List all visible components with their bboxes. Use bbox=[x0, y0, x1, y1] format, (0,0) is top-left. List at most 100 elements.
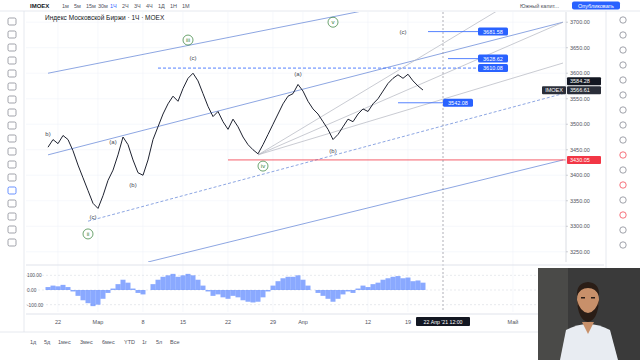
tool-icon[interactable] bbox=[8, 31, 16, 38]
side-icon[interactable] bbox=[620, 182, 626, 188]
grid-line bbox=[303, 12, 304, 312]
y-tick-label: 3250.00 bbox=[570, 249, 590, 255]
y-tick bbox=[566, 22, 568, 23]
side-icon[interactable] bbox=[620, 77, 626, 83]
range-button[interactable]: 5л bbox=[156, 339, 162, 345]
interval-button[interactable]: 15м bbox=[86, 3, 96, 9]
side-icon[interactable] bbox=[620, 122, 626, 128]
interval-button[interactable]: 1Д bbox=[158, 3, 165, 9]
tool-icon[interactable] bbox=[8, 109, 16, 116]
histogram-bar bbox=[101, 290, 106, 299]
histogram-bar bbox=[226, 290, 231, 299]
tool-icon[interactable] bbox=[8, 213, 16, 220]
tool-icon[interactable] bbox=[8, 44, 16, 51]
histogram-bar bbox=[231, 290, 236, 296]
publish-button[interactable] bbox=[572, 2, 620, 10]
histogram-bar bbox=[276, 281, 281, 290]
tool-icon[interactable] bbox=[8, 187, 16, 194]
video-bg bbox=[538, 268, 640, 360]
y-tick-label: 3550.00 bbox=[570, 96, 590, 102]
wave-circle bbox=[258, 161, 268, 171]
grid-line bbox=[368, 12, 369, 312]
range-button[interactable]: 1г bbox=[142, 339, 147, 345]
side-icon[interactable] bbox=[620, 137, 626, 143]
tool-icon[interactable] bbox=[8, 57, 16, 64]
tool-icon[interactable] bbox=[8, 226, 16, 233]
side-icon[interactable] bbox=[620, 17, 626, 23]
histogram-bar bbox=[266, 290, 271, 291]
range-button[interactable]: 1д bbox=[30, 339, 37, 345]
histogram-bar bbox=[361, 286, 366, 290]
histogram-bar bbox=[301, 280, 306, 290]
interval-button[interactable]: 30м bbox=[98, 3, 108, 9]
range-button[interactable]: YTD bbox=[124, 339, 135, 345]
wave-label: (b) bbox=[129, 182, 136, 188]
grid-line bbox=[143, 12, 144, 312]
wave-circle bbox=[83, 229, 93, 239]
grid-line bbox=[26, 98, 566, 99]
price-tag bbox=[567, 86, 601, 94]
tool-icon[interactable] bbox=[8, 239, 16, 246]
side-icon[interactable] bbox=[620, 227, 626, 233]
histogram-bar bbox=[406, 278, 411, 290]
histogram-bar bbox=[116, 284, 121, 290]
side-icon[interactable] bbox=[620, 212, 626, 218]
interval-button[interactable]: 1м bbox=[62, 3, 69, 9]
histogram-bar bbox=[296, 275, 301, 290]
tool-icon[interactable] bbox=[8, 83, 16, 90]
symbol[interactable]: IMOEX bbox=[30, 3, 49, 9]
histogram-bar bbox=[251, 290, 256, 302]
side-icon[interactable] bbox=[620, 107, 626, 113]
y-tick bbox=[566, 73, 568, 74]
side-icon[interactable] bbox=[620, 92, 626, 98]
tool-icon[interactable] bbox=[8, 122, 16, 129]
tool-icon[interactable] bbox=[8, 70, 16, 77]
histogram-bar bbox=[351, 290, 356, 293]
histogram-bar bbox=[356, 289, 361, 290]
range-button[interactable]: 6мес bbox=[102, 339, 115, 345]
tool-icon[interactable] bbox=[8, 200, 16, 207]
tool-icon[interactable] bbox=[8, 96, 16, 103]
range-button[interactable]: 5д bbox=[44, 339, 51, 345]
indicator-tick-label: 0.00 bbox=[27, 288, 37, 293]
side-icon[interactable] bbox=[620, 152, 626, 158]
grid-line bbox=[26, 175, 566, 176]
interval-button[interactable]: 4Ч bbox=[146, 3, 153, 9]
histogram-bar bbox=[96, 290, 101, 305]
side-icon[interactable] bbox=[620, 167, 626, 173]
level-tag-label: 3542.08 bbox=[448, 100, 468, 106]
grid-line bbox=[26, 22, 566, 23]
side-icon[interactable] bbox=[620, 197, 626, 203]
y-tick-label: 3350.00 bbox=[570, 198, 590, 204]
histogram-bar bbox=[136, 290, 141, 293]
range-button[interactable]: 1мес bbox=[58, 339, 71, 345]
histogram-bar bbox=[201, 286, 206, 290]
range-button[interactable]: Все bbox=[170, 339, 179, 345]
tool-icon[interactable] bbox=[8, 148, 16, 155]
symbol-tag-label: IMOEX bbox=[545, 87, 563, 93]
side-icon[interactable] bbox=[620, 32, 626, 38]
tool-icon[interactable] bbox=[8, 161, 16, 168]
histogram-bar bbox=[281, 278, 286, 290]
tool-icon[interactable] bbox=[8, 18, 16, 25]
tool-icon[interactable] bbox=[8, 174, 16, 181]
side-icon[interactable] bbox=[620, 47, 626, 53]
account[interactable]: Южный капит... bbox=[520, 3, 559, 9]
interval-button[interactable]: 1Н bbox=[170, 3, 177, 9]
interval-button[interactable]: 3Ч bbox=[134, 3, 141, 9]
range-button[interactable]: 3мес bbox=[80, 339, 93, 345]
right-strip-border bbox=[606, 11, 607, 268]
screen: b)(c)ii(a)(b)iii(c)iv(a)(b)v(c)3250.0033… bbox=[0, 0, 640, 360]
histogram-bar bbox=[121, 280, 126, 290]
side-icon[interactable] bbox=[620, 242, 626, 248]
price-tag-label: 3566.61 bbox=[570, 87, 590, 93]
tool-icon[interactable] bbox=[8, 135, 16, 142]
interval-button[interactable]: 1Ч bbox=[110, 3, 117, 9]
interval-button[interactable]: 1М bbox=[182, 3, 190, 9]
side-icon[interactable] bbox=[620, 62, 626, 68]
y-tick-label: 3300.00 bbox=[570, 223, 590, 229]
interval-button[interactable]: 2Ч bbox=[122, 3, 129, 9]
interval-button[interactable]: 5м bbox=[74, 3, 81, 9]
wave-label: (c) bbox=[90, 214, 97, 220]
publish-label[interactable]: Опубликовать bbox=[578, 3, 614, 9]
